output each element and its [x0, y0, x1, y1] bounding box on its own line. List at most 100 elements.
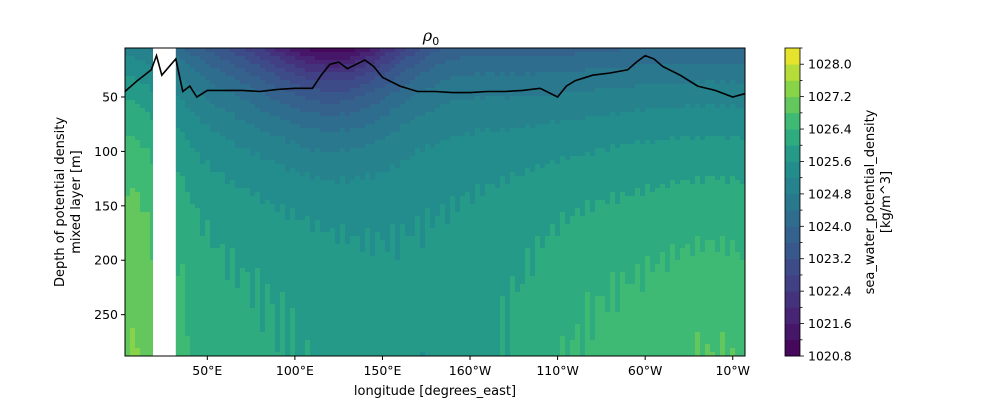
heatmap-cell	[350, 92, 356, 97]
heatmap-cell	[195, 64, 201, 69]
heatmap-cell	[130, 148, 136, 153]
heatmap-cell	[240, 328, 246, 333]
heatmap-cell	[335, 172, 341, 177]
heatmap-cell	[310, 292, 316, 297]
heatmap-cell	[230, 184, 236, 189]
heatmap-cell	[365, 324, 371, 329]
heatmap-cell	[225, 304, 231, 309]
heatmap-cell	[420, 264, 426, 269]
heatmap-cell	[400, 216, 406, 221]
heatmap-cell	[380, 136, 386, 141]
heatmap-cell	[175, 324, 181, 329]
heatmap-cell	[295, 244, 301, 249]
heatmap-cell	[130, 136, 136, 141]
heatmap-cell	[430, 228, 436, 233]
heatmap-cell	[245, 228, 251, 233]
heatmap-cell	[270, 60, 276, 65]
heatmap-cell	[435, 136, 441, 141]
heatmap-cell	[230, 160, 236, 165]
heatmap-cell	[190, 80, 196, 85]
heatmap-cell	[290, 256, 296, 261]
heatmap-cell	[135, 152, 141, 157]
heatmap-cell	[190, 96, 196, 101]
heatmap-cell	[315, 64, 321, 69]
heatmap-cell	[380, 284, 386, 289]
heatmap-cell	[200, 184, 206, 189]
heatmap-cell	[360, 68, 366, 73]
heatmap-cell	[430, 224, 436, 229]
heatmap-cell	[435, 228, 441, 233]
heatmap-cell	[125, 260, 131, 265]
heatmap-cell	[245, 240, 251, 245]
heatmap-cell	[290, 296, 296, 301]
heatmap-cell	[410, 288, 416, 293]
heatmap-cell	[295, 148, 301, 153]
heatmap-cell	[205, 92, 211, 97]
heatmap-cell	[285, 264, 291, 269]
heatmap-cell	[390, 260, 396, 265]
heatmap-cell	[315, 68, 321, 73]
heatmap-cell	[310, 124, 316, 129]
heatmap-cell	[315, 228, 321, 233]
heatmap-cell	[340, 240, 346, 245]
heatmap-cell	[400, 252, 406, 257]
heatmap-cell	[420, 84, 426, 89]
heatmap-cell	[295, 312, 301, 317]
heatmap-cell	[220, 268, 226, 273]
heatmap-cell	[315, 248, 321, 253]
heatmap-cell	[280, 160, 286, 165]
heatmap-cell	[330, 184, 336, 189]
heatmap-cell	[360, 224, 366, 229]
heatmap-cell	[270, 196, 276, 201]
heatmap-cell	[235, 168, 241, 173]
heatmap-cell	[225, 52, 231, 57]
heatmap-cell	[350, 312, 356, 317]
heatmap-cell	[125, 308, 131, 313]
heatmap-cell	[425, 108, 431, 113]
heatmap-cell	[200, 148, 206, 153]
heatmap-cell	[410, 200, 416, 205]
heatmap-cell	[145, 248, 151, 253]
heatmap-cell	[370, 268, 376, 273]
heatmap-cell	[220, 80, 226, 85]
heatmap-cell	[340, 300, 346, 305]
heatmap-cell	[280, 100, 286, 105]
heatmap-cell	[425, 280, 431, 285]
heatmap-cell	[335, 272, 341, 277]
heatmap-cell	[235, 160, 241, 165]
heatmap-cell	[205, 296, 211, 301]
heatmap-cell	[340, 136, 346, 141]
heatmap-cell	[200, 304, 206, 309]
heatmap-cell	[220, 148, 226, 153]
heatmap-cell	[275, 288, 281, 293]
heatmap-cell	[140, 224, 146, 229]
heatmap-cell	[175, 352, 181, 356]
heatmap-cell	[390, 264, 396, 269]
heatmap-cell	[270, 228, 276, 233]
heatmap-cell	[325, 152, 331, 157]
heatmap-cell	[360, 300, 366, 305]
heatmap-cell	[240, 116, 246, 121]
heatmap-cell	[305, 220, 311, 225]
heatmap-cell	[300, 340, 306, 345]
heatmap-cell	[225, 224, 231, 229]
heatmap-cell	[265, 68, 271, 73]
heatmap-cell	[435, 336, 441, 341]
heatmap-cell	[410, 280, 416, 285]
heatmap-cell	[285, 104, 291, 109]
heatmap-cell	[320, 292, 326, 297]
heatmap-cell	[320, 100, 326, 105]
heatmap-cell	[400, 108, 406, 113]
heatmap-cell	[400, 272, 406, 277]
heatmap-cell	[285, 124, 291, 129]
heatmap-cell	[255, 72, 261, 77]
heatmap-cell	[140, 284, 146, 289]
heatmap-cell	[130, 292, 136, 297]
heatmap-cell	[300, 116, 306, 121]
heatmap-cell	[190, 336, 196, 341]
heatmap-cell	[275, 152, 281, 157]
heatmap-cell	[260, 120, 266, 125]
heatmap-cell	[380, 112, 386, 117]
heatmap-cell	[395, 144, 401, 149]
heatmap-cell	[360, 264, 366, 269]
